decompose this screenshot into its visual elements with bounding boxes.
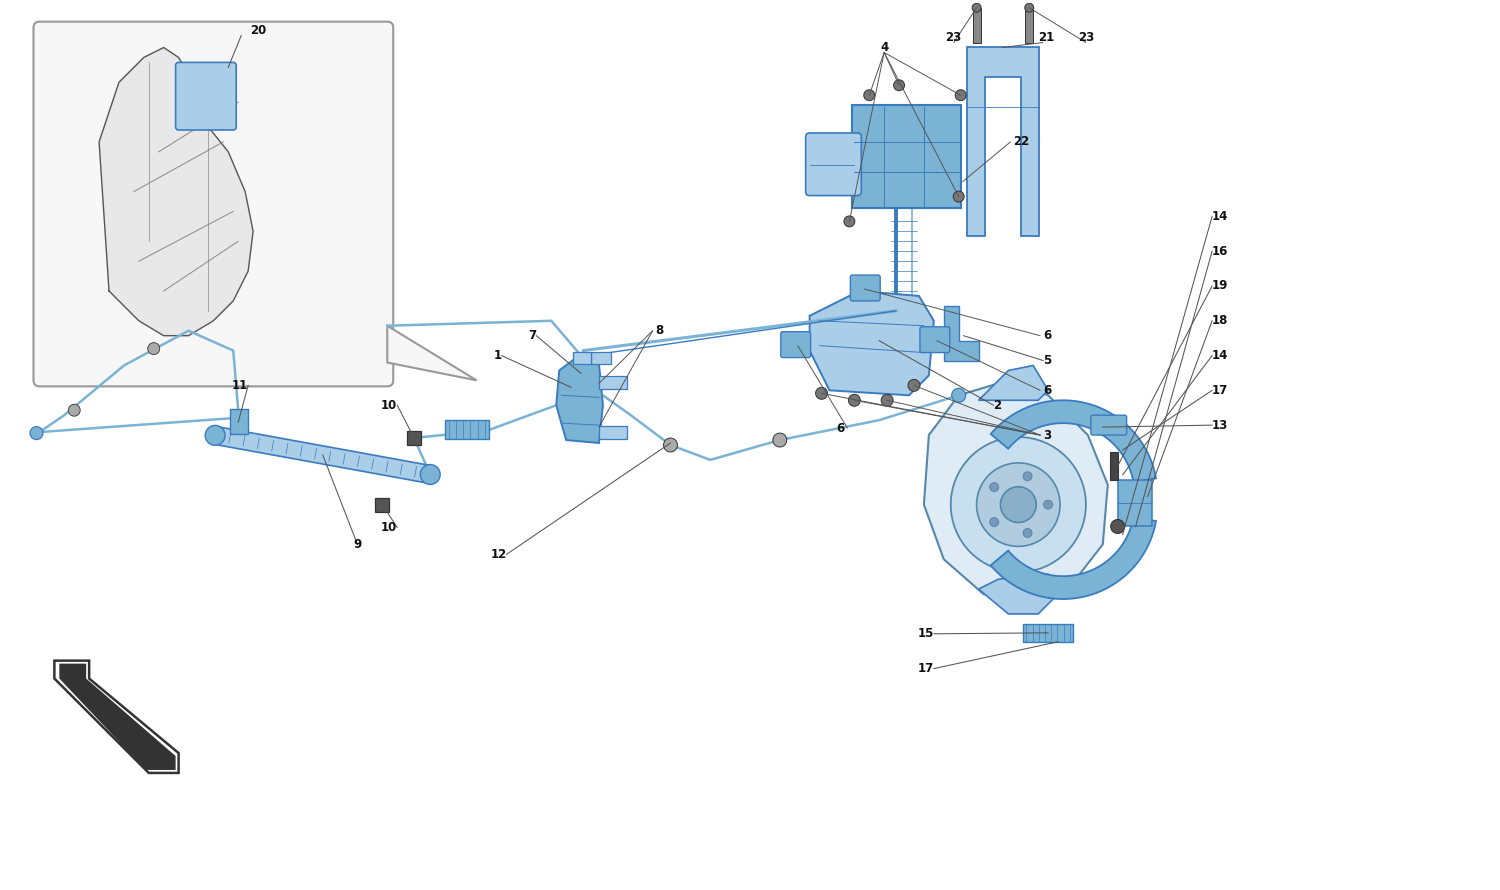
- Circle shape: [663, 438, 678, 452]
- Bar: [573, 352, 591, 363]
- Text: 8: 8: [656, 324, 664, 337]
- FancyBboxPatch shape: [782, 332, 810, 358]
- Polygon shape: [944, 306, 978, 360]
- Text: 21: 21: [1038, 31, 1054, 44]
- Circle shape: [206, 425, 225, 445]
- Circle shape: [880, 394, 892, 406]
- Text: 16: 16: [1212, 245, 1228, 258]
- Circle shape: [148, 343, 159, 354]
- Text: 11: 11: [232, 379, 248, 392]
- Text: 19: 19: [1212, 279, 1228, 293]
- Bar: [598, 376, 627, 389]
- Text: 18: 18: [1212, 314, 1228, 328]
- Circle shape: [772, 433, 788, 447]
- Polygon shape: [990, 400, 1156, 482]
- Circle shape: [1024, 4, 1033, 12]
- Text: 14: 14: [1212, 349, 1228, 362]
- Polygon shape: [978, 366, 1048, 400]
- Bar: [406, 431, 422, 445]
- Circle shape: [951, 437, 1086, 572]
- Text: 3: 3: [1042, 429, 1052, 441]
- Text: 6: 6: [1042, 384, 1052, 397]
- Text: 10: 10: [381, 521, 398, 534]
- Text: 20: 20: [251, 24, 266, 37]
- Circle shape: [990, 482, 999, 491]
- Polygon shape: [924, 380, 1108, 604]
- Circle shape: [972, 4, 981, 12]
- Circle shape: [990, 518, 999, 527]
- Polygon shape: [978, 574, 1064, 614]
- Circle shape: [849, 394, 861, 406]
- Circle shape: [69, 404, 80, 417]
- Text: 17: 17: [1212, 384, 1228, 397]
- FancyBboxPatch shape: [852, 105, 960, 208]
- Circle shape: [1023, 472, 1032, 481]
- FancyBboxPatch shape: [1090, 416, 1126, 435]
- Polygon shape: [810, 291, 934, 395]
- Polygon shape: [1118, 480, 1152, 527]
- Bar: [446, 420, 489, 439]
- FancyBboxPatch shape: [806, 133, 861, 196]
- Circle shape: [894, 80, 904, 91]
- Polygon shape: [1023, 624, 1072, 642]
- FancyBboxPatch shape: [920, 327, 950, 352]
- Text: 12: 12: [490, 548, 507, 561]
- Text: 5: 5: [1042, 354, 1052, 367]
- Circle shape: [30, 426, 44, 440]
- Text: 14: 14: [1212, 210, 1228, 222]
- Circle shape: [1044, 500, 1053, 509]
- Bar: [1110, 452, 1118, 480]
- Polygon shape: [966, 47, 1040, 237]
- Circle shape: [864, 90, 874, 101]
- Text: 22: 22: [1014, 135, 1029, 149]
- Text: 7: 7: [528, 329, 537, 342]
- Circle shape: [1000, 487, 1036, 522]
- FancyBboxPatch shape: [176, 62, 236, 130]
- Text: 13: 13: [1212, 418, 1228, 432]
- Circle shape: [952, 191, 964, 202]
- Text: 9: 9: [354, 538, 362, 551]
- Text: 1: 1: [494, 349, 501, 362]
- Text: 6: 6: [1042, 329, 1052, 342]
- Polygon shape: [990, 517, 1156, 599]
- Text: 2: 2: [993, 399, 1002, 412]
- Circle shape: [1110, 520, 1125, 533]
- Polygon shape: [60, 664, 176, 770]
- FancyBboxPatch shape: [850, 275, 880, 301]
- FancyBboxPatch shape: [33, 21, 393, 386]
- Circle shape: [956, 90, 966, 101]
- Circle shape: [816, 387, 828, 400]
- Bar: [972, 8, 981, 43]
- Text: 6: 6: [836, 422, 844, 434]
- Bar: [375, 498, 390, 512]
- Polygon shape: [387, 326, 477, 380]
- Text: 23: 23: [945, 31, 962, 44]
- Text: 4: 4: [880, 41, 888, 54]
- Bar: [1026, 8, 1033, 43]
- Circle shape: [976, 463, 1060, 546]
- Text: 17: 17: [918, 662, 934, 676]
- Text: 15: 15: [918, 627, 934, 640]
- Bar: [591, 352, 610, 363]
- Circle shape: [951, 388, 966, 402]
- Text: 10: 10: [381, 399, 398, 412]
- Text: 23: 23: [1078, 31, 1094, 44]
- Bar: [231, 409, 248, 434]
- Circle shape: [420, 465, 440, 484]
- Circle shape: [908, 379, 920, 392]
- Circle shape: [1023, 529, 1032, 538]
- Polygon shape: [213, 426, 432, 483]
- Polygon shape: [556, 356, 603, 443]
- Circle shape: [844, 216, 855, 227]
- Polygon shape: [99, 47, 254, 336]
- Bar: [598, 426, 627, 439]
